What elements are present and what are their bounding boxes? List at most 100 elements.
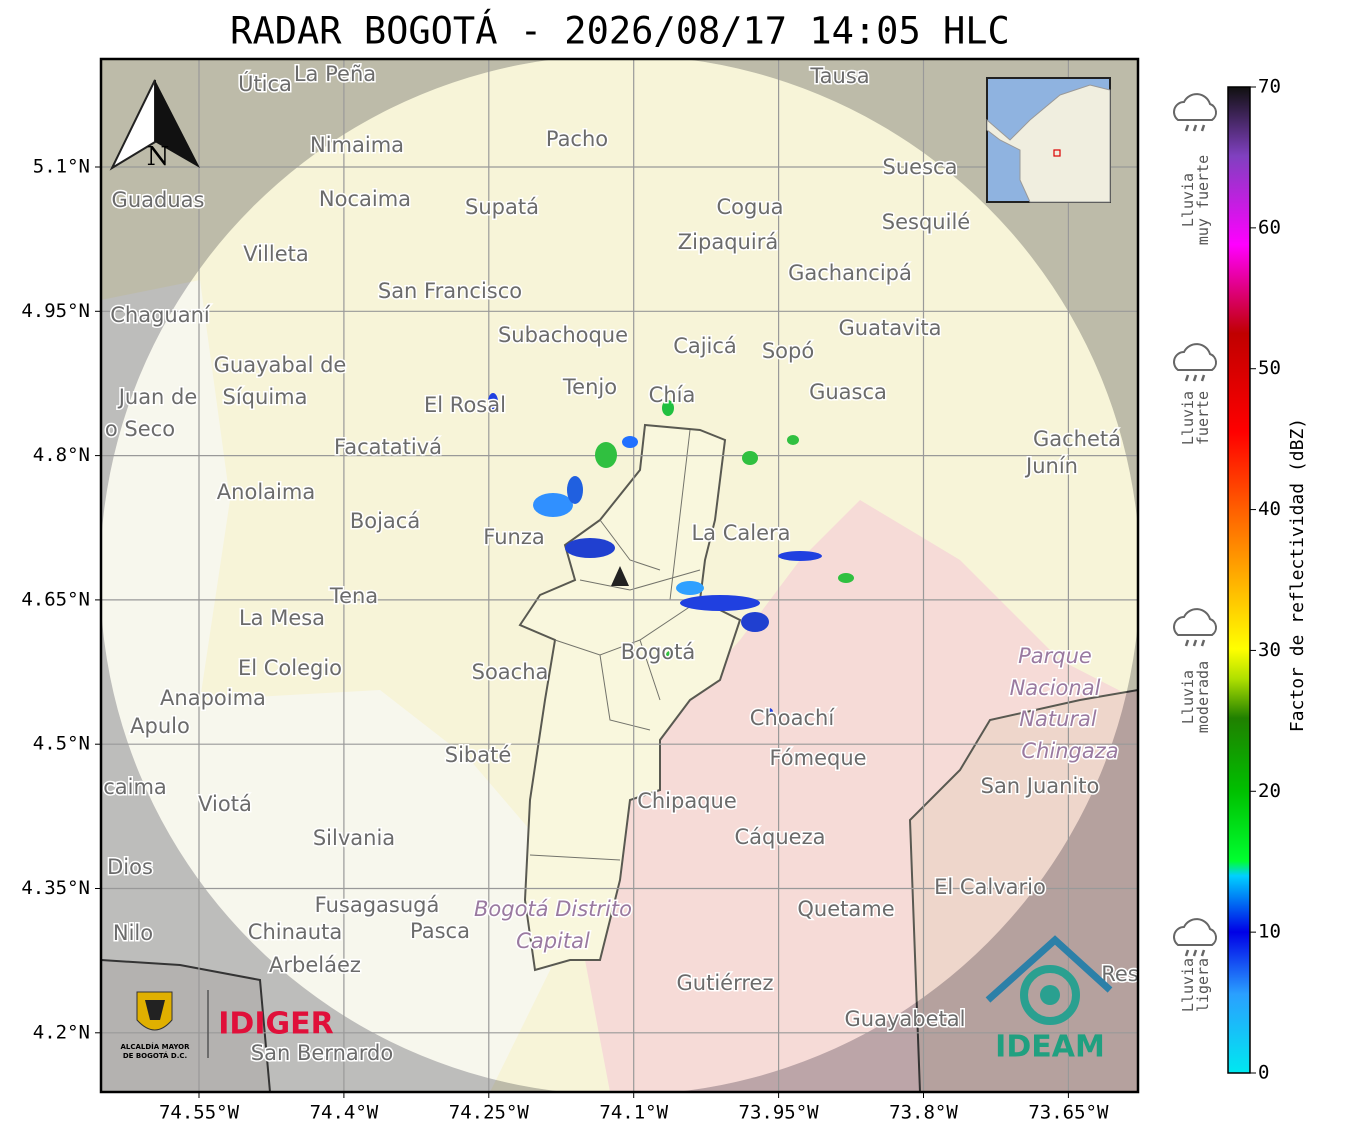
rain-icon (1184, 374, 1206, 382)
radar-echoes (488, 393, 854, 716)
place-label: Funza (483, 525, 544, 549)
colorbar (1227, 86, 1251, 1074)
intensity-label: moderada (1194, 661, 1212, 733)
place-label: San Juanito (981, 774, 1100, 798)
place-label: Choachí (750, 706, 836, 730)
lon-tick-label: 74.4°W (310, 1102, 379, 1124)
place-label: Villeta (243, 242, 308, 266)
place-label: Gutiérrez (677, 971, 774, 995)
chingaza-boundary (908, 688, 1138, 1092)
district-label: Capital (516, 929, 590, 953)
place-label: Guasca (809, 380, 887, 404)
lat-tick-label: 5.1°N (33, 156, 90, 178)
lon-tick-label: 74.55°W (159, 1102, 240, 1124)
place-label: Nimaima (310, 133, 404, 157)
place-label: Pasca (410, 919, 470, 943)
rain-icon (1184, 949, 1206, 957)
lon-tick-label: 73.95°W (739, 1102, 820, 1124)
place-label: Arbeláez (269, 953, 361, 977)
protected-area-label: Parque (1018, 644, 1092, 668)
colorbar-tick-label: 70 (1258, 76, 1281, 98)
place-label: Chaguaní (110, 303, 211, 327)
place-label: Nocaima (319, 187, 411, 211)
place-label: El Rosal (424, 393, 506, 417)
place-label: La Mesa (239, 606, 325, 630)
place-label: Soacha (472, 660, 549, 684)
place-label: Anolaima (217, 480, 315, 504)
place-label: Res (1101, 962, 1139, 986)
axes: 5.1°N 4.95°N 4.8°N 4.65°N 4.5°N 4.35°N 4.2°N 74… (21, 156, 1109, 1124)
lon-tick-label: 74.1°W (599, 1102, 668, 1124)
place-label: Zipaquirá (678, 230, 778, 254)
place-label: Sopó (762, 339, 814, 363)
alcaldia-logo-text: DE BOGOTÁ D.C. (123, 1051, 187, 1060)
place-label: Bogotá (621, 640, 696, 664)
intensity-label: muy fuerte (1194, 155, 1212, 245)
logos: ALCALDÍA MAYOR DE BOGOTÁ D.C. IDIGER IDE… (120, 935, 1113, 1065)
place-label: Quetame (797, 897, 894, 921)
place-label: Guaduas (112, 188, 205, 212)
protected-area-label: Natural (1019, 707, 1097, 731)
place-label: Guayabal de (214, 353, 347, 377)
place-label: San Francisco (378, 279, 522, 303)
place-label: Subachoque (498, 323, 628, 347)
ideam-logo: IDEAM (995, 1030, 1105, 1065)
lat-tick-label: 4.5°N (33, 733, 90, 755)
place-label: Junín (1024, 454, 1078, 478)
lat-tick-label: 4.65°N (21, 588, 90, 610)
place-label: o Seco (105, 417, 175, 441)
idiger-logo: IDIGER (218, 1007, 333, 1042)
inset-map (986, 77, 1111, 203)
colorbar-ticks: 0 10 20 30 40 50 60 70 (1250, 76, 1281, 1084)
alcaldia-logo-text: ALCALDÍA MAYOR (120, 1042, 190, 1051)
place-label: Anapoima (160, 686, 266, 710)
place-label: Bojacá (350, 509, 420, 533)
radar-site (611, 566, 629, 586)
place-label: Tenjo (562, 375, 617, 399)
colorbar-tick-label: 0 (1258, 1062, 1269, 1084)
intensity-label: Lluvia (1179, 391, 1197, 445)
localities (529, 429, 701, 861)
colorbar-tick-label: 50 (1258, 357, 1281, 379)
place-label: Fómeque (769, 746, 866, 770)
lat-tick-label: 4.2°N (33, 1021, 90, 1043)
colorbar-tick-label: 30 (1258, 639, 1281, 661)
place-label: Chipaque (637, 789, 737, 813)
lat-tick-label: 4.95°N (21, 300, 90, 322)
graticule (101, 59, 1138, 1092)
place-label: Sesquilé (882, 210, 970, 234)
place-label: Útica (238, 71, 292, 96)
lon-tick-label: 73.65°W (1028, 1102, 1109, 1124)
place-label: Nilo (113, 921, 153, 945)
place-label: La Peña (294, 62, 376, 86)
place-label: La Calera (691, 521, 790, 545)
place-label: Síquima (223, 385, 308, 409)
places: Útica La Peña Tausa Pacho Nimaima Guaduas Noca… (102, 61, 1139, 1067)
place-label: Guatavita (839, 316, 942, 340)
place-label: Juan de (117, 385, 198, 409)
place-label: Tausa (809, 64, 869, 88)
colorbar-tick-label: 10 (1258, 921, 1281, 943)
place-label: San Bernardo (251, 1041, 393, 1065)
intensity-label: fuerte (1194, 391, 1212, 445)
title: RADAR BOGOTÁ - 2026/08/17 14:05 HLC (230, 9, 1010, 53)
place-label: Sibaté (445, 743, 512, 767)
place-label: Apulo (130, 714, 190, 738)
place-label: Guayabetal (845, 1007, 966, 1031)
lon-tick-label: 74.25°W (449, 1102, 530, 1124)
place-label: Supatá (465, 195, 539, 219)
place-label: Cáqueza (735, 825, 826, 849)
place-label: Viotá (198, 792, 252, 816)
place-label: Gachetá (1033, 427, 1121, 451)
place-label: Silvania (313, 826, 395, 850)
lat-tick-label: 4.35°N (21, 877, 90, 899)
north-arrow: N (109, 79, 200, 172)
map: Útica La Peña Tausa Pacho Nimaima Guaduas Noca… (101, 59, 1139, 1092)
place-label: Fusagasugá (315, 893, 440, 917)
intensity-label: ligera (1194, 958, 1212, 1012)
place-label: Cogua (716, 195, 783, 219)
map-frame (99, 57, 1140, 1094)
place-label: Chinauta (248, 920, 342, 944)
protected-area-label: Nacional (1010, 676, 1101, 700)
